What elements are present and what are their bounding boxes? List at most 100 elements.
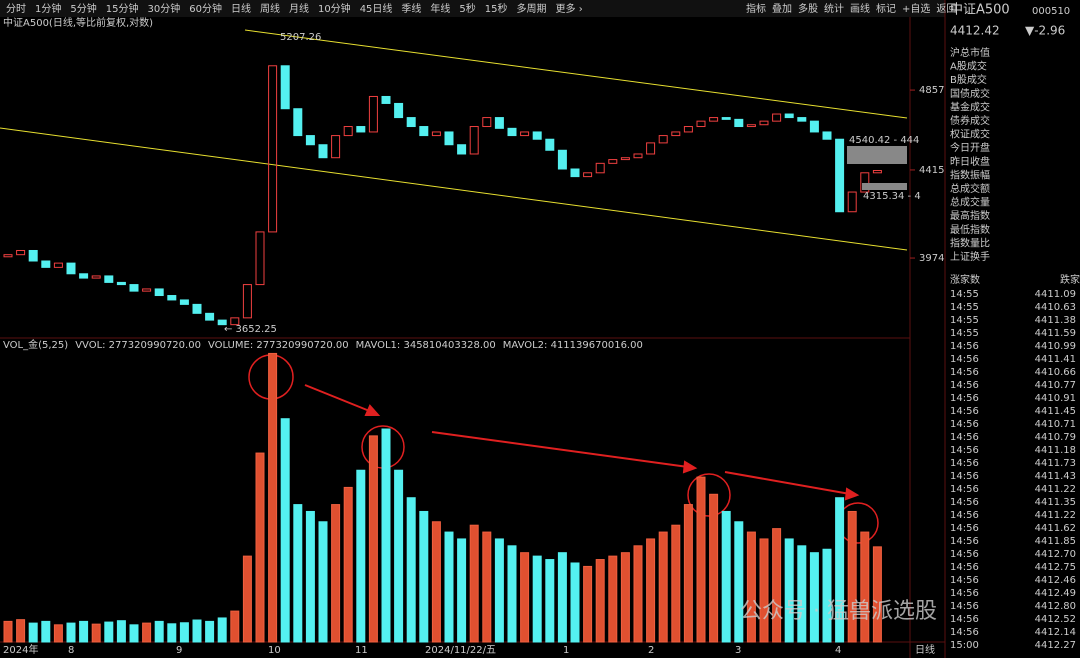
menu-item[interactable]: 10分钟 [318, 2, 351, 15]
menu-item[interactable]: 月线 [289, 2, 309, 15]
label-box [862, 183, 907, 190]
menu-item[interactable]: 统计 [824, 2, 844, 15]
candle [847, 191, 857, 213]
panel-item: 最高指数 [950, 209, 990, 222]
tick-time: 14:56 [950, 445, 979, 456]
menu-item[interactable]: 15分钟 [106, 2, 139, 15]
menu-item[interactable]: 画线 [850, 2, 870, 15]
price-annotation: 4315.34 - 4 [863, 191, 921, 202]
menu-item[interactable]: 60分钟 [189, 2, 222, 15]
candle [53, 262, 63, 268]
tick-price: 4411.41 [1035, 354, 1076, 365]
tick-price: 4411.38 [1035, 315, 1076, 326]
candle [457, 144, 467, 155]
tick-price: 4411.09 [1035, 289, 1076, 300]
tick-price: 4411.18 [1035, 445, 1076, 456]
tick-time: 14:56 [950, 458, 979, 469]
panel-item: 指数振幅 [950, 168, 990, 181]
tick-price: 4412.49 [1035, 588, 1076, 599]
tick-price: 4410.77 [1035, 380, 1076, 391]
x-tick-label: 2024/11/22/五 [425, 645, 496, 656]
candle [368, 95, 378, 133]
volume-bar [482, 531, 492, 643]
label-box [847, 146, 907, 164]
candle [570, 168, 580, 178]
menu-item[interactable]: +自选 [902, 2, 930, 15]
menu-item[interactable]: 5秒 [459, 2, 475, 15]
candle [356, 126, 366, 133]
index-price: 4412.42 [950, 24, 1000, 38]
tick-price: 4412.52 [1035, 614, 1076, 625]
menu-item[interactable]: 分时 [6, 3, 26, 15]
candle [709, 117, 719, 122]
candle [746, 124, 756, 128]
menu-item[interactable]: 指标 [746, 2, 766, 15]
price-annotation: 4540.42 - 444 [849, 135, 919, 146]
volume-bar [242, 555, 252, 643]
candle [872, 170, 882, 174]
candle [154, 288, 164, 297]
volume-bar [557, 552, 567, 643]
candle [142, 288, 152, 292]
menu-item[interactable]: 30分钟 [147, 2, 180, 15]
menu-item[interactable]: 45日线 [360, 2, 393, 15]
volume-bar [41, 620, 51, 643]
volume-header: VOLUME: 277320990720.00 [208, 340, 349, 351]
menu-item[interactable]: 多股 [798, 2, 818, 15]
volume-bar [746, 531, 756, 643]
volume-bar [192, 619, 202, 643]
tick-price: 4411.59 [1035, 328, 1076, 339]
volume-bar [696, 476, 706, 643]
tick-price: 4412.14 [1035, 627, 1076, 638]
menu-item[interactable]: 更多 › [556, 2, 583, 15]
candle [784, 113, 794, 119]
menu-item[interactable]: 多周期 [517, 2, 547, 15]
menu-item[interactable]: 周线 [260, 2, 280, 15]
volume-bar [860, 531, 870, 643]
volume-bar [318, 521, 328, 643]
panel-item: 债券成交 [950, 114, 990, 127]
volume-bar [671, 524, 681, 643]
y-tick-label: 4415 [919, 165, 944, 176]
candle [721, 117, 731, 120]
menu-item[interactable]: 季线 [401, 2, 421, 15]
volume-bar [205, 620, 215, 643]
volume-bar [230, 610, 240, 643]
tick-time: 14:56 [950, 497, 979, 508]
menu-item[interactable]: 返回 [936, 3, 956, 15]
menu-item[interactable]: 5分钟 [70, 2, 96, 15]
candle [494, 117, 504, 129]
volume-bar [457, 538, 467, 643]
volume-bar [79, 620, 89, 643]
candle [431, 131, 441, 137]
candle [507, 127, 517, 137]
menu-item[interactable]: 标记 [876, 3, 896, 15]
candle [595, 162, 605, 174]
menu-item[interactable]: 日线 [231, 2, 251, 15]
menu-item[interactable]: 叠加 [772, 3, 792, 15]
panel-item: 昨日收盘 [950, 155, 990, 168]
volume-bar [3, 620, 13, 643]
candle [734, 118, 744, 128]
tick-time: 14:56 [950, 432, 979, 443]
tick-price: 4410.99 [1035, 341, 1076, 352]
candle [16, 249, 26, 256]
volume-bar [431, 521, 441, 643]
candle [835, 138, 845, 213]
volume-bar [53, 624, 63, 643]
watermark: 公众号 · 猛兽派选股 [740, 599, 937, 624]
tick-price: 4411.73 [1035, 458, 1076, 469]
menu-item[interactable]: 15秒 [485, 2, 508, 15]
tick-price: 4410.71 [1035, 419, 1076, 430]
menu-item[interactable]: 1分钟 [35, 2, 61, 15]
menu-item[interactable]: 年线 [430, 2, 450, 15]
volume-bar [734, 521, 744, 643]
candle [482, 117, 492, 128]
volume-bar [570, 562, 580, 643]
tick-price: 4411.22 [1035, 484, 1076, 495]
x-tick-label: 2024年 [3, 643, 38, 656]
volume-bar [406, 497, 416, 643]
tick-price: 4411.62 [1035, 523, 1076, 534]
tick-time: 14:55 [950, 315, 979, 326]
